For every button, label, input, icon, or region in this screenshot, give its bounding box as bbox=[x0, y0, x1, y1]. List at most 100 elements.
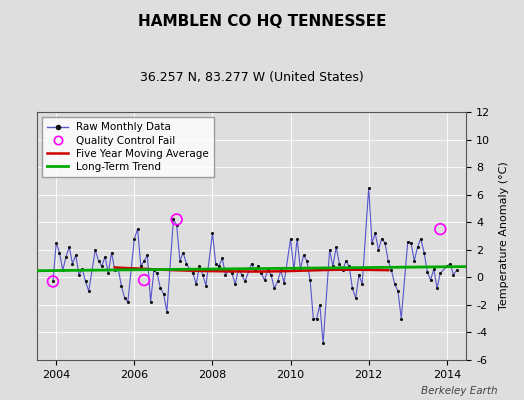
Point bbox=[433, 285, 441, 292]
Point bbox=[179, 249, 188, 256]
Point bbox=[218, 255, 226, 261]
Point bbox=[169, 216, 178, 223]
Point bbox=[325, 246, 334, 253]
Point bbox=[267, 271, 275, 278]
Point bbox=[417, 236, 425, 242]
Point bbox=[156, 285, 165, 292]
Point bbox=[436, 226, 444, 232]
Point bbox=[225, 267, 233, 274]
Point bbox=[237, 271, 246, 278]
Point bbox=[241, 278, 249, 285]
Point bbox=[299, 252, 308, 258]
Point bbox=[172, 222, 181, 228]
Point bbox=[420, 249, 428, 256]
Point bbox=[371, 230, 379, 236]
Point bbox=[72, 252, 80, 258]
Point bbox=[104, 270, 113, 276]
Point bbox=[374, 246, 383, 253]
Title: 36.257 N, 83.277 W (United States): 36.257 N, 83.277 W (United States) bbox=[139, 72, 364, 84]
Point bbox=[296, 266, 304, 272]
Point bbox=[55, 249, 63, 256]
Point bbox=[355, 271, 363, 278]
Point bbox=[410, 258, 419, 264]
Point bbox=[81, 278, 90, 285]
Point bbox=[202, 282, 210, 289]
Point bbox=[234, 266, 243, 272]
Point bbox=[49, 278, 57, 285]
Point bbox=[124, 299, 132, 305]
Point bbox=[176, 258, 184, 264]
Point bbox=[59, 267, 67, 274]
Point bbox=[195, 263, 204, 270]
Point bbox=[182, 260, 191, 267]
Text: HAMBLEN CO HQ TENNESSEE: HAMBLEN CO HQ TENNESSEE bbox=[138, 14, 386, 29]
Point bbox=[250, 267, 259, 274]
Point bbox=[257, 270, 266, 276]
Point bbox=[397, 316, 406, 322]
Point bbox=[309, 316, 318, 322]
Point bbox=[348, 285, 357, 292]
Point bbox=[352, 295, 360, 301]
Point bbox=[387, 267, 396, 274]
Point bbox=[78, 266, 86, 272]
Point bbox=[137, 263, 145, 270]
Point bbox=[192, 281, 200, 288]
Text: Berkeley Earth: Berkeley Earth bbox=[421, 386, 498, 396]
Point bbox=[247, 260, 256, 267]
Point bbox=[427, 277, 435, 283]
Point bbox=[280, 280, 288, 286]
Point bbox=[68, 260, 77, 267]
Point bbox=[345, 263, 353, 270]
Point bbox=[430, 266, 438, 272]
Point bbox=[452, 267, 461, 274]
Point bbox=[228, 270, 236, 276]
Point bbox=[159, 291, 168, 297]
Point bbox=[315, 302, 324, 308]
Point bbox=[143, 252, 151, 258]
Point bbox=[312, 316, 321, 322]
Point bbox=[52, 240, 60, 246]
Point bbox=[111, 267, 119, 274]
Point bbox=[91, 246, 100, 253]
Point bbox=[287, 236, 295, 242]
Point bbox=[231, 281, 239, 288]
Point bbox=[293, 236, 301, 242]
Point bbox=[49, 278, 57, 285]
Point bbox=[130, 236, 138, 242]
Point bbox=[140, 277, 148, 283]
Point bbox=[390, 281, 399, 288]
Point bbox=[449, 271, 457, 278]
Y-axis label: Temperature Anomaly (°C): Temperature Anomaly (°C) bbox=[498, 162, 508, 310]
Point bbox=[335, 260, 344, 267]
Point bbox=[377, 236, 386, 242]
Point bbox=[185, 266, 194, 272]
Point bbox=[274, 278, 282, 285]
Point bbox=[306, 277, 314, 283]
Point bbox=[208, 230, 216, 236]
Point bbox=[84, 288, 93, 294]
Point bbox=[339, 267, 347, 274]
Point bbox=[381, 240, 389, 246]
Legend: Raw Monthly Data, Quality Control Fail, Five Year Moving Average, Long-Term Tren: Raw Monthly Data, Quality Control Fail, … bbox=[42, 117, 214, 177]
Point bbox=[172, 216, 181, 223]
Point bbox=[140, 258, 148, 264]
Point bbox=[446, 260, 454, 267]
Point bbox=[62, 254, 70, 260]
Point bbox=[394, 288, 402, 294]
Point bbox=[368, 240, 376, 246]
Point bbox=[384, 258, 392, 264]
Point bbox=[342, 258, 350, 264]
Point bbox=[332, 244, 341, 250]
Point bbox=[303, 258, 311, 264]
Point bbox=[212, 260, 220, 267]
Point bbox=[75, 271, 83, 278]
Point bbox=[114, 264, 122, 271]
Point bbox=[134, 226, 142, 232]
Point bbox=[443, 263, 451, 270]
Point bbox=[436, 270, 444, 276]
Point bbox=[215, 263, 223, 270]
Point bbox=[162, 308, 171, 315]
Point bbox=[199, 271, 207, 278]
Point bbox=[65, 244, 73, 250]
Point bbox=[94, 258, 103, 264]
